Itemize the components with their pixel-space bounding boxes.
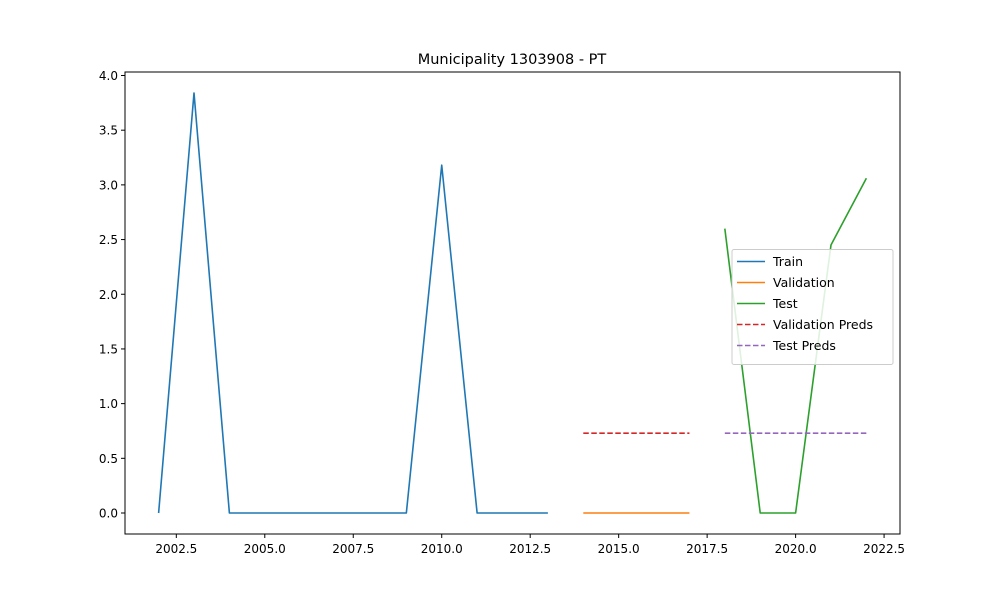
y-tick-label: 0.5 bbox=[99, 452, 118, 466]
y-tick-label: 1.5 bbox=[99, 342, 118, 356]
y-tick-label: 3.5 bbox=[99, 124, 118, 138]
y-tick-label: 3.0 bbox=[99, 178, 118, 192]
legend: Train Validation Test Validation Preds Test … bbox=[731, 249, 894, 365]
plot-area bbox=[157, 92, 868, 514]
x-tick-label: 2010.0 bbox=[421, 542, 463, 556]
x-tick-label: 2002.5 bbox=[155, 542, 197, 556]
axis-ticks: 2002.5 2005.0 2007.5 2010.0 2012.5 2015.0 2017… bbox=[99, 69, 905, 556]
y-tick-label: 2.0 bbox=[99, 288, 118, 302]
legend-label-validation: Validation bbox=[773, 275, 835, 290]
x-tick-label: 2020.0 bbox=[775, 542, 817, 556]
legend-label-test-preds: Test Preds bbox=[772, 338, 836, 353]
legend-label-test: Test bbox=[772, 296, 798, 311]
x-tick-label: 2022.5 bbox=[863, 542, 905, 556]
chart-title: Municipality 1303908 - PT bbox=[418, 52, 607, 68]
legend-label-train: Train bbox=[772, 254, 803, 269]
x-tick-label: 2015.0 bbox=[598, 542, 640, 556]
legend-box bbox=[731, 249, 894, 365]
series-line-train bbox=[157, 92, 548, 514]
x-tick-label: 2012.5 bbox=[509, 542, 551, 556]
series-line-test bbox=[724, 177, 868, 514]
x-tick-label: 2017.5 bbox=[686, 542, 728, 556]
legend-label-validation-preds: Validation Preds bbox=[773, 317, 873, 332]
axes-frame bbox=[124, 71, 901, 535]
y-tick-label: 2.5 bbox=[99, 233, 118, 247]
y-tick-label: 4.0 bbox=[99, 69, 118, 83]
x-tick-label: 2007.5 bbox=[332, 542, 374, 556]
x-tick-label: 2005.0 bbox=[244, 542, 286, 556]
y-tick-label: 1.0 bbox=[99, 397, 118, 411]
y-tick-label: 0.0 bbox=[99, 507, 118, 521]
